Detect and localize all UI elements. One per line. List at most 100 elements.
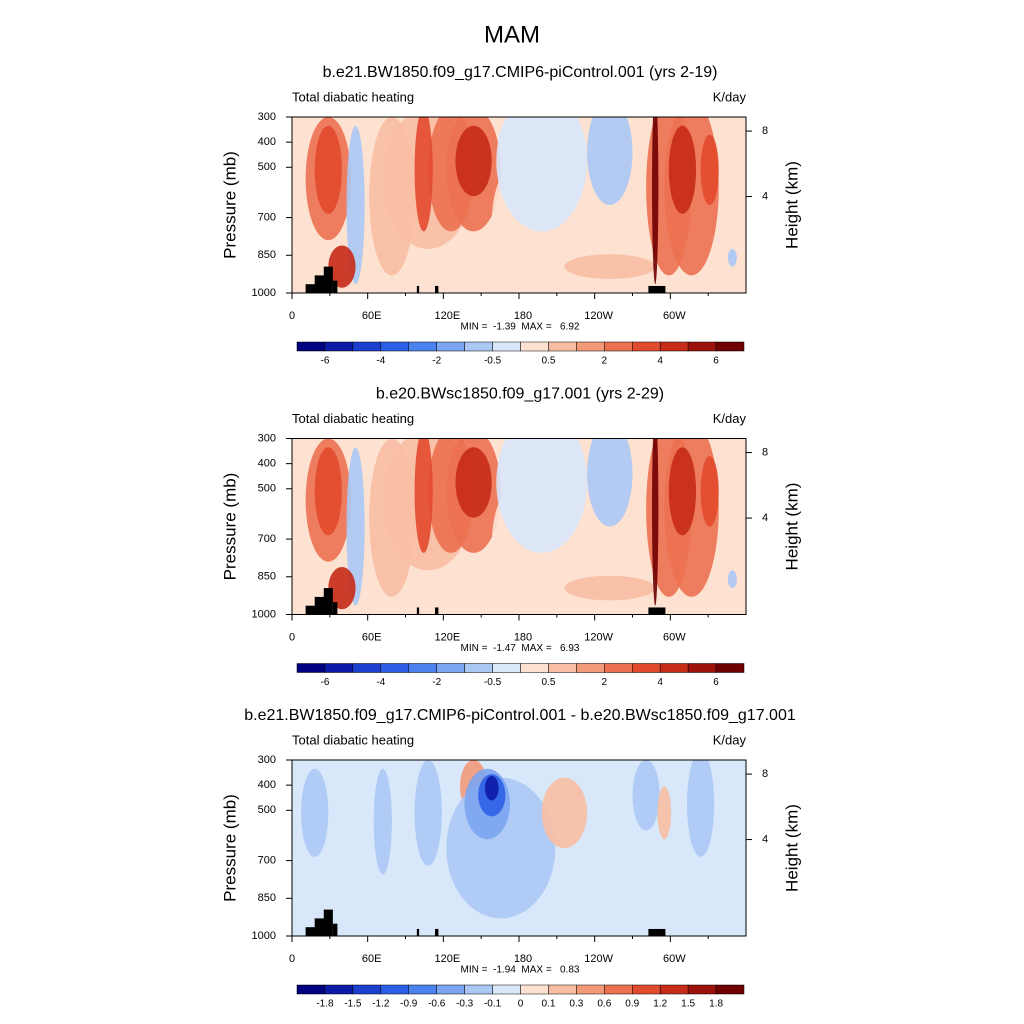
x-tick-label: 0	[289, 310, 295, 322]
colorbar-label: 4	[657, 356, 663, 367]
x-tick-label: 180	[514, 631, 532, 643]
colorbar-box	[296, 341, 326, 352]
colorbar-box	[715, 984, 745, 995]
y-axis-title: Pressure (mb)	[220, 151, 239, 259]
y-tick-label: 300	[258, 432, 276, 444]
y2-tick-label: 8	[762, 125, 768, 137]
left-label: Total diabatic heating	[292, 732, 414, 747]
contour-fill	[727, 570, 737, 589]
colorbar-label: -4	[376, 356, 385, 367]
contour-fill	[657, 786, 672, 840]
x-tick-label: 60W	[663, 310, 686, 322]
terrain	[435, 607, 439, 615]
y-tick-label: 700	[258, 854, 276, 866]
right-label: K/day	[713, 89, 747, 104]
colorbar-box	[659, 341, 689, 352]
y-tick-label: 1000	[252, 930, 276, 942]
contour-fill	[328, 245, 356, 288]
colorbar-label: -0.6	[428, 999, 446, 1010]
colorbar-box	[464, 341, 493, 352]
contour-fill	[632, 760, 660, 831]
x-tick-label: 0	[289, 631, 295, 643]
x-tick-label: 180	[514, 953, 532, 965]
x-tick-label: 120E	[434, 953, 460, 965]
colorbar-label: 0	[518, 999, 524, 1010]
contour-fill	[455, 447, 492, 518]
colorbar-box	[548, 341, 577, 352]
y2-axis-title: Height (km)	[782, 804, 801, 892]
colorbar-box	[687, 341, 717, 352]
contour-fill	[587, 117, 633, 205]
y-axis-title: Pressure (mb)	[220, 794, 239, 902]
y-tick-label: 850	[258, 249, 276, 261]
colorbar-label: -2	[432, 677, 441, 688]
colorbar-label: -1.5	[344, 999, 362, 1010]
contour-fill	[564, 254, 656, 279]
terrain	[332, 923, 338, 936]
contour-fill	[541, 777, 588, 848]
contour-group	[292, 760, 746, 936]
colorbar-box	[520, 341, 549, 352]
y-tick-label: 300	[258, 754, 276, 766]
colorbar-box	[352, 341, 382, 352]
colorbar-label: 6	[713, 677, 719, 688]
contour-fill	[414, 117, 433, 232]
colorbar-label: -0.3	[456, 999, 474, 1010]
y-axis-title: Pressure (mb)	[220, 473, 239, 581]
colorbar-box	[604, 341, 633, 352]
panel-title: b.e21.BW1850.f09_g17.CMIP6-piControl.001…	[323, 64, 718, 81]
colorbar-box	[352, 663, 382, 673]
colorbar-box	[687, 663, 717, 673]
colorbar-label: -1.2	[372, 999, 390, 1010]
colorbar-label: -0.1	[484, 999, 502, 1010]
colorbar-box	[715, 663, 745, 673]
y2-tick-label: 4	[762, 512, 768, 524]
x-tick-label: 60E	[362, 631, 382, 643]
colorbar-box	[659, 663, 689, 673]
colorbar-box	[659, 984, 689, 995]
y-tick-label: 300	[258, 111, 276, 123]
contour-fill	[328, 566, 356, 610]
terrain	[416, 928, 420, 936]
colorbar-label: 0.5	[541, 677, 555, 688]
terrain	[416, 285, 420, 293]
colorbar-label: 0.9	[625, 999, 639, 1010]
y2-tick-label: 4	[762, 833, 768, 845]
colorbar-label: 0.1	[541, 999, 555, 1010]
contour-fill	[301, 768, 329, 857]
contour-fill	[668, 447, 697, 536]
colorbar-box	[576, 341, 605, 352]
terrain	[332, 280, 338, 293]
right-label: K/day	[713, 732, 747, 747]
colorbar-box	[436, 663, 465, 673]
colorbar-label: 0.3	[569, 999, 583, 1010]
contour-fill	[686, 760, 715, 857]
y-tick-label: 700	[258, 211, 276, 223]
y-tick-label: 700	[258, 533, 276, 545]
contour-fill	[700, 456, 719, 527]
x-tick-label: 120W	[584, 631, 613, 643]
contour-field	[292, 438, 746, 615]
terrain	[305, 605, 323, 615]
colorbar-box	[576, 984, 605, 995]
colorbar-box	[632, 663, 661, 673]
x-tick-label: 60E	[362, 310, 382, 322]
contour-fill	[414, 438, 433, 553]
colorbar-label: 1.2	[653, 999, 667, 1010]
y2-axis-title: Height (km)	[782, 483, 801, 571]
colorbar-label: -2	[432, 356, 441, 367]
x-tick-label: 120E	[434, 310, 460, 322]
terrain	[323, 266, 333, 293]
colorbar-box	[632, 341, 661, 352]
terrain	[435, 285, 439, 293]
colorbar-label: 6	[713, 356, 719, 367]
colorbar-box	[408, 663, 437, 673]
colorbar-label: -0.5	[484, 677, 502, 688]
colorbar-box	[324, 663, 354, 673]
colorbar-box	[492, 984, 521, 995]
contour-field	[292, 760, 746, 936]
colorbar-box	[380, 341, 409, 352]
figure-title: MAM	[484, 21, 540, 48]
terrain	[332, 602, 338, 615]
